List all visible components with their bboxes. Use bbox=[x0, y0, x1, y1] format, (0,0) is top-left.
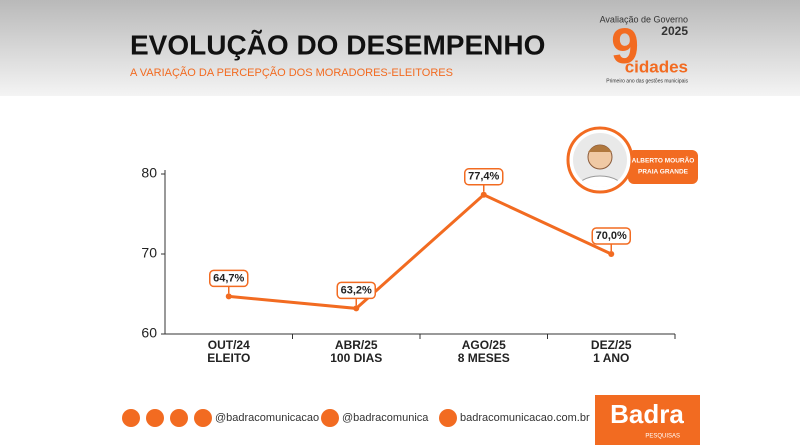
badge-number: 9 bbox=[611, 18, 639, 74]
badge-word: cidades bbox=[625, 57, 688, 76]
x-tick-label: OUT/24 bbox=[208, 338, 250, 352]
subtitle: A VARIAÇÃO DA PERCEPÇÃO DOS MORADORES-EL… bbox=[130, 66, 453, 79]
brand: Badra bbox=[610, 399, 684, 429]
x-tick-label: 1 ANO bbox=[593, 351, 629, 365]
header-band bbox=[0, 0, 800, 96]
footer-x: @badracomunica bbox=[342, 412, 429, 424]
point bbox=[353, 305, 360, 312]
brand-box bbox=[595, 395, 700, 445]
point bbox=[480, 191, 487, 198]
badge-year: 2025 bbox=[661, 24, 688, 38]
point bbox=[608, 251, 615, 257]
person-tag bbox=[628, 150, 698, 184]
x-tick-label: ELEITO bbox=[207, 351, 250, 365]
x-tick-label: AGO/25 bbox=[462, 338, 506, 352]
value-label: 64,7% bbox=[213, 272, 244, 284]
value-label: 70,0% bbox=[596, 230, 627, 242]
point bbox=[225, 293, 232, 300]
person-city: PRAIA GRANDE bbox=[638, 169, 689, 176]
badge-tagline: Primeiro ano das gestões municipais bbox=[606, 78, 688, 84]
social-icons bbox=[122, 409, 457, 427]
footer-site: badracomunicacao.com.br bbox=[460, 412, 590, 424]
y-tick-label: 80 bbox=[141, 165, 157, 181]
footer-instagram: @badracomunicacao bbox=[215, 412, 319, 424]
label-box bbox=[464, 168, 504, 186]
label-box bbox=[209, 269, 249, 288]
line bbox=[228, 193, 612, 310]
value-label: 77,4% bbox=[468, 171, 499, 183]
y-tick-label: 60 bbox=[141, 325, 157, 341]
x-tick-label: 100 DIAS bbox=[330, 351, 382, 365]
brand-sub: PESQUISAS bbox=[645, 434, 680, 440]
person-name: ALBERTO MOURÃO bbox=[632, 156, 695, 165]
x-tick-label: ABR/25 bbox=[335, 338, 378, 352]
y-tick-label: 70 bbox=[141, 245, 157, 261]
x-tick-label: 8 MESES bbox=[458, 351, 510, 365]
label-box bbox=[336, 281, 376, 300]
value-label: 63,2% bbox=[341, 284, 372, 296]
person-photo bbox=[573, 133, 627, 187]
x-tick-label: DEZ/25 bbox=[591, 338, 632, 352]
label-box bbox=[591, 227, 631, 245]
badge-line: Avaliação de Governo bbox=[600, 14, 688, 24]
title: EVOLUÇÃO DO DESEMPENHO bbox=[130, 29, 545, 60]
